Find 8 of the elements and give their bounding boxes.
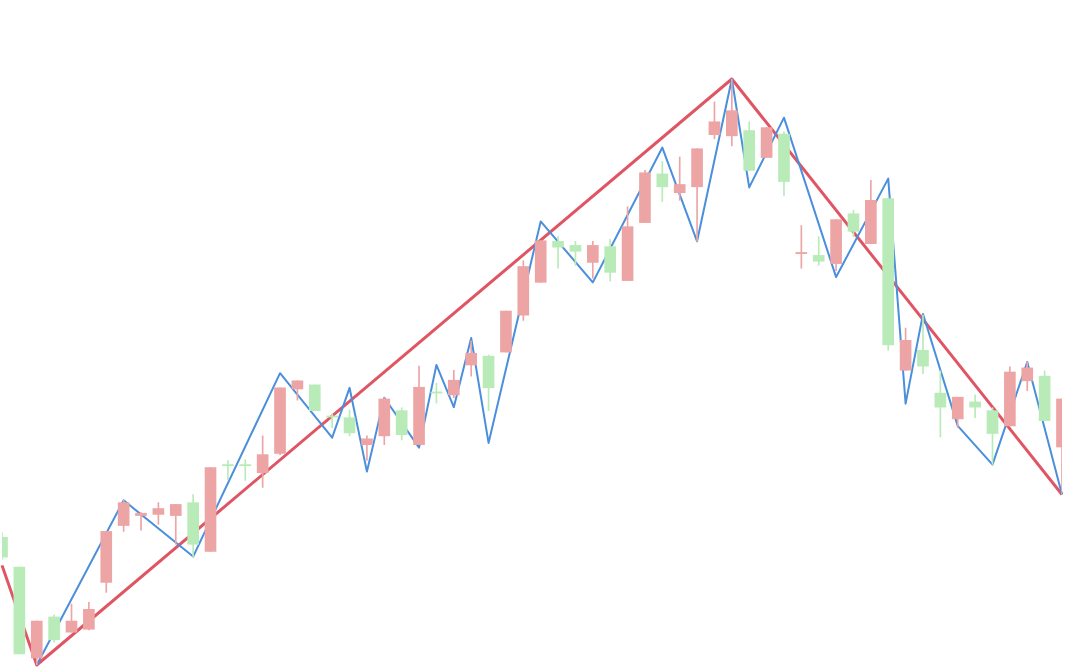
candlestick	[552, 236, 564, 269]
candlestick	[534, 240, 547, 283]
candlestick	[361, 435, 373, 461]
candlestick	[308, 384, 321, 412]
candlestick	[500, 310, 512, 353]
candlestick	[812, 236, 825, 266]
candlestick	[239, 459, 252, 481]
candlestick	[222, 460, 234, 481]
